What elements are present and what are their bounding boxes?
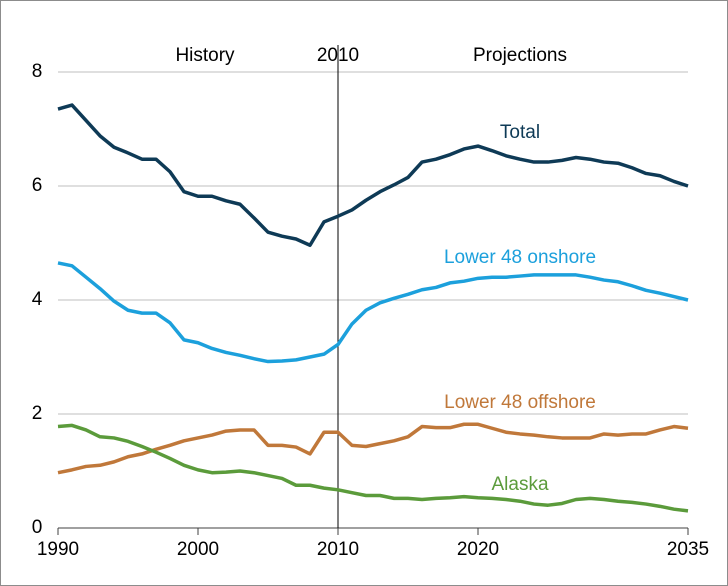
annotation: 2010 <box>317 45 359 66</box>
y-tick-label: 4 <box>32 289 43 310</box>
series-line <box>57 261 689 364</box>
x-tick-label: 1990 <box>37 539 79 560</box>
series-label: Alaska <box>491 474 548 495</box>
x-tick-label: 2035 <box>667 539 709 560</box>
y-tick-label: 6 <box>32 175 43 196</box>
y-tick-label: 0 <box>32 517 43 538</box>
x-tick-label: 2010 <box>317 539 359 560</box>
x-tick-label: 2020 <box>457 539 499 560</box>
series-label: Lower 48 onshore <box>444 247 596 268</box>
annotation: Projections <box>473 45 567 66</box>
y-tick-label: 8 <box>32 61 43 82</box>
x-tick-label: 2000 <box>177 539 219 560</box>
annotation: History <box>175 45 235 66</box>
series-line <box>57 423 689 513</box>
series-label: Total <box>500 122 540 143</box>
series-label: Lower 48 offshore <box>444 392 596 413</box>
series-line <box>57 422 689 475</box>
y-tick-label: 2 <box>32 403 43 424</box>
series-line <box>57 103 689 248</box>
